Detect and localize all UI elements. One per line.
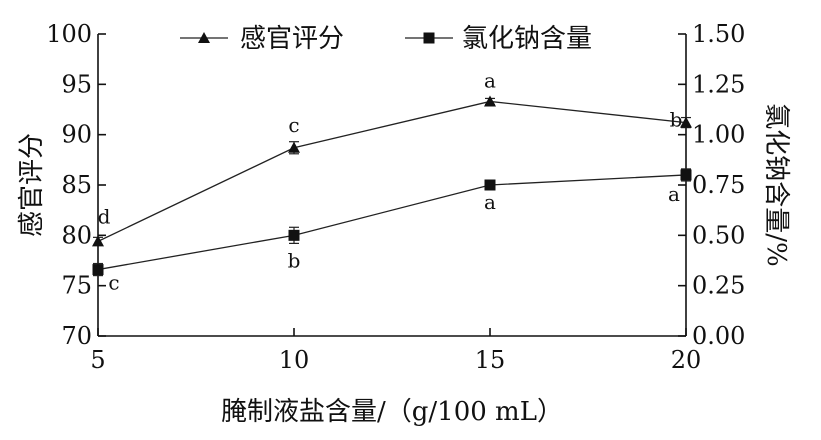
legend-label-2: 氯化钠含量 (462, 24, 592, 54)
significance-label: c (288, 113, 299, 137)
significance-label: c (108, 271, 119, 295)
left-y-tick-label: 100 (46, 20, 92, 48)
left-y-tick-label: 70 (61, 322, 92, 350)
left-y-tick-label: 90 (61, 121, 92, 149)
legend-label-1: 感官评分 (240, 24, 344, 54)
significance-label: a (484, 68, 496, 92)
right-y-tick-label: 0.00 (692, 322, 745, 350)
significance-label: a (668, 182, 680, 206)
data-point-square (484, 179, 496, 191)
right-y-tick-label: 1.25 (692, 70, 745, 98)
x-tick-label: 15 (475, 346, 506, 374)
significance-label: a (484, 190, 496, 214)
data-point-triangle (92, 235, 104, 247)
data-point-triangle (484, 95, 496, 107)
legend: 感官评分 氯化钠含量 (180, 24, 592, 54)
x-tick-label: 10 (279, 346, 310, 374)
data-point-triangle (680, 116, 692, 128)
significance-label: b (670, 108, 683, 132)
right-y-tick-label: 0.25 (692, 272, 745, 300)
left-y-tick-label: 85 (61, 171, 92, 199)
left-y-axis-title: 感官评分 (17, 133, 47, 237)
legend-marker-triangle (198, 32, 210, 43)
right-y-tick-label: 1.00 (692, 121, 745, 149)
series-group: d c a b c b a a (92, 68, 692, 295)
data-point-square (680, 169, 692, 181)
x-axis-title: 腌制液盐含量/（g/100 mL） (221, 397, 563, 427)
x-tick-label: 5 (90, 346, 105, 374)
x-tick-label: 20 (671, 346, 702, 374)
series-line-1 (97, 100, 687, 242)
data-point-square (288, 229, 300, 241)
left-y-tick-label: 75 (61, 272, 92, 300)
right-y-tick-label: 0.75 (692, 171, 745, 199)
left-y-tick-label: 80 (61, 221, 92, 249)
right-y-tick-label: 1.50 (692, 20, 745, 48)
right-y-tick-label: 0.50 (692, 221, 745, 249)
left-y-tick-label: 95 (61, 70, 92, 98)
axes-group: 70 75 80 85 90 95 100 0.00 0.25 0.50 0.75 1.00 1.25 1… (46, 20, 745, 374)
significance-label: b (288, 248, 301, 272)
legend-marker-square (423, 32, 435, 44)
significance-label: d (98, 204, 111, 228)
right-y-axis-title: 氯化钠含量/% (761, 103, 791, 266)
data-point-triangle (288, 141, 300, 153)
series-line-2 (97, 174, 687, 271)
data-point-square (92, 264, 104, 276)
